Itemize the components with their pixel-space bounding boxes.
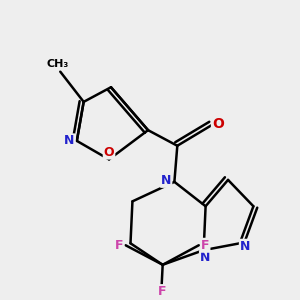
Text: F: F — [201, 239, 209, 252]
Text: N: N — [240, 240, 250, 253]
Text: F: F — [158, 285, 166, 298]
Text: CH₃: CH₃ — [46, 59, 68, 69]
Text: O: O — [212, 117, 224, 131]
Text: N: N — [161, 174, 171, 187]
Text: F: F — [115, 239, 123, 252]
Text: N: N — [200, 251, 210, 264]
Text: N: N — [64, 134, 75, 147]
Text: O: O — [104, 146, 114, 159]
